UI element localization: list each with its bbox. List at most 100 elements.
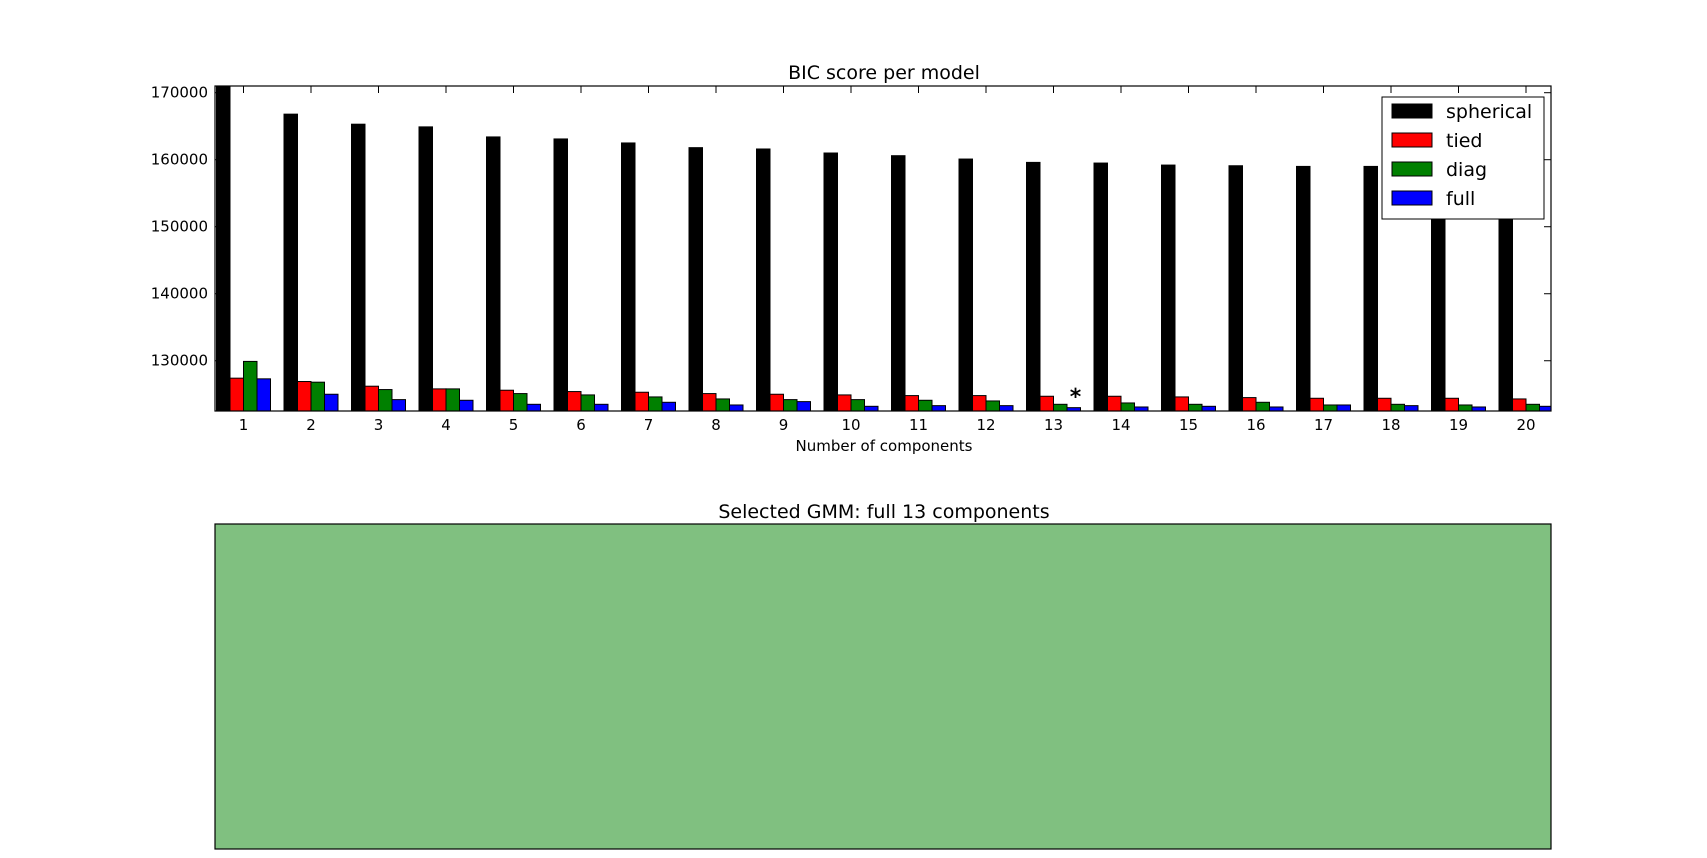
- bar-spherical-7: [621, 142, 636, 411]
- plot-frame: [214, 85, 1552, 412]
- bar-spherical-14: [1093, 162, 1108, 411]
- bar-spherical-13: [1026, 161, 1041, 411]
- bar-diag-10: [850, 399, 865, 411]
- bar-full-14: [1134, 406, 1149, 411]
- bar-full-7: [661, 401, 676, 411]
- legend-swatch-tied: [1391, 132, 1433, 148]
- bar-full-9: [796, 401, 811, 411]
- bar-diag-13: [1053, 403, 1068, 411]
- bar-tied-10: [837, 394, 852, 411]
- bar-full-16: [1269, 406, 1284, 411]
- bar-diag-17: [1323, 404, 1338, 411]
- y-tick-label: 130000: [151, 352, 208, 370]
- bar-full-11: [931, 405, 946, 411]
- bar-diag-19: [1458, 404, 1473, 411]
- bar-tied-13: [1039, 395, 1054, 411]
- bar-tied-18: [1377, 397, 1392, 411]
- bar-diag-5: [513, 393, 528, 411]
- bar-diag-7: [648, 396, 663, 411]
- legend-label-spherical: spherical: [1446, 101, 1532, 123]
- bar-diag-4: [445, 388, 460, 411]
- x-tick-label: 15: [1179, 416, 1198, 434]
- bar-tied-3: [364, 385, 379, 411]
- bar-diag-16: [1255, 401, 1270, 411]
- bar-tied-11: [904, 395, 919, 411]
- y-tick-label: 170000: [151, 84, 208, 102]
- bar-tied-7: [634, 391, 649, 411]
- bar-diag-8: [715, 398, 730, 411]
- chart-title: BIC score per model: [788, 62, 980, 84]
- bar-diag-6: [580, 394, 595, 411]
- bar-spherical-9: [756, 148, 771, 411]
- bar-tied-15: [1174, 396, 1189, 411]
- bar-diag-11: [918, 399, 933, 411]
- bar-spherical-3: [351, 123, 366, 411]
- selected-gmm-panel: Selected GMM: full 13 components: [214, 501, 1552, 850]
- bar-tied-6: [567, 391, 582, 411]
- bar-diag-3: [378, 389, 393, 411]
- bar-full-3: [391, 399, 406, 411]
- legend-swatch-diag: [1391, 161, 1433, 177]
- bar-spherical-5: [486, 136, 501, 411]
- x-tick-label: 9: [779, 416, 789, 434]
- y-tick-label: 140000: [151, 285, 208, 303]
- bar-spherical-1: [216, 86, 231, 411]
- bar-spherical-8: [688, 147, 703, 411]
- bar-tied-2: [297, 381, 312, 411]
- bar-spherical-2: [283, 113, 298, 411]
- x-tick-label: 7: [644, 416, 654, 434]
- bar-full-10: [864, 405, 879, 411]
- bar-tied-19: [1444, 397, 1459, 411]
- legend-label-tied: tied: [1446, 130, 1482, 152]
- x-tick-label: 17: [1314, 416, 1333, 434]
- x-tick-label: 8: [711, 416, 721, 434]
- x-tick-label: 2: [306, 416, 316, 434]
- bar-full-2: [324, 393, 339, 411]
- bar-full-18: [1404, 405, 1419, 411]
- bar-full-5: [526, 403, 541, 411]
- x-tick-label: 13: [1044, 416, 1063, 434]
- bar-spherical-17: [1296, 165, 1311, 411]
- bar-full-19: [1471, 406, 1486, 411]
- bar-tied-1: [229, 377, 244, 411]
- bar-spherical-11: [891, 155, 906, 411]
- x-tick-label: 12: [976, 416, 995, 434]
- bar-diag-18: [1390, 403, 1405, 411]
- selected-gmm-title: Selected GMM: full 13 components: [718, 501, 1049, 523]
- legend: spherical tied diag full: [1381, 96, 1545, 220]
- bar-spherical-6: [553, 138, 568, 411]
- legend-label-diag: diag: [1446, 159, 1487, 181]
- bar-spherical-10: [823, 152, 838, 411]
- x-tick-label: 16: [1246, 416, 1265, 434]
- x-tick-label: 1: [239, 416, 249, 434]
- bar-spherical-16: [1228, 165, 1243, 411]
- x-tick-label: 4: [441, 416, 451, 434]
- bar-diag-20: [1525, 403, 1540, 411]
- bar-diag-12: [985, 400, 1000, 411]
- legend-label-full: full: [1446, 188, 1475, 210]
- bar-full-1: [256, 378, 271, 411]
- bar-tied-8: [702, 393, 717, 411]
- x-tick-label: 5: [509, 416, 519, 434]
- bar-spherical-12: [958, 158, 973, 411]
- best-model-marker: *: [1070, 385, 1082, 410]
- bar-full-12: [999, 405, 1014, 411]
- bar-full-15: [1201, 405, 1216, 411]
- bar-diag-14: [1120, 402, 1135, 411]
- x-axis-ticks: 1 2 3 4 5 6 7 8 9 10 11 12 13 14 15 16 17 18 19 20: [239, 86, 1536, 434]
- legend-swatch-spherical: [1391, 103, 1433, 119]
- selected-gmm-plot-area: [214, 523, 1552, 850]
- x-axis-label: Number of components: [796, 437, 973, 455]
- bar-tied-17: [1309, 397, 1324, 411]
- x-tick-label: 6: [576, 416, 586, 434]
- bar-full-17: [1336, 404, 1351, 411]
- legend-swatch-full: [1391, 190, 1433, 206]
- bar-diag-9: [783, 399, 798, 411]
- bar-full-4: [459, 399, 474, 411]
- bar-spherical-18: [1363, 165, 1378, 411]
- bar-spherical-4: [418, 126, 433, 411]
- bar-tied-14: [1107, 395, 1122, 411]
- bar-tied-12: [972, 395, 987, 411]
- bar-tied-20: [1512, 398, 1527, 411]
- bar-diag-15: [1188, 403, 1203, 411]
